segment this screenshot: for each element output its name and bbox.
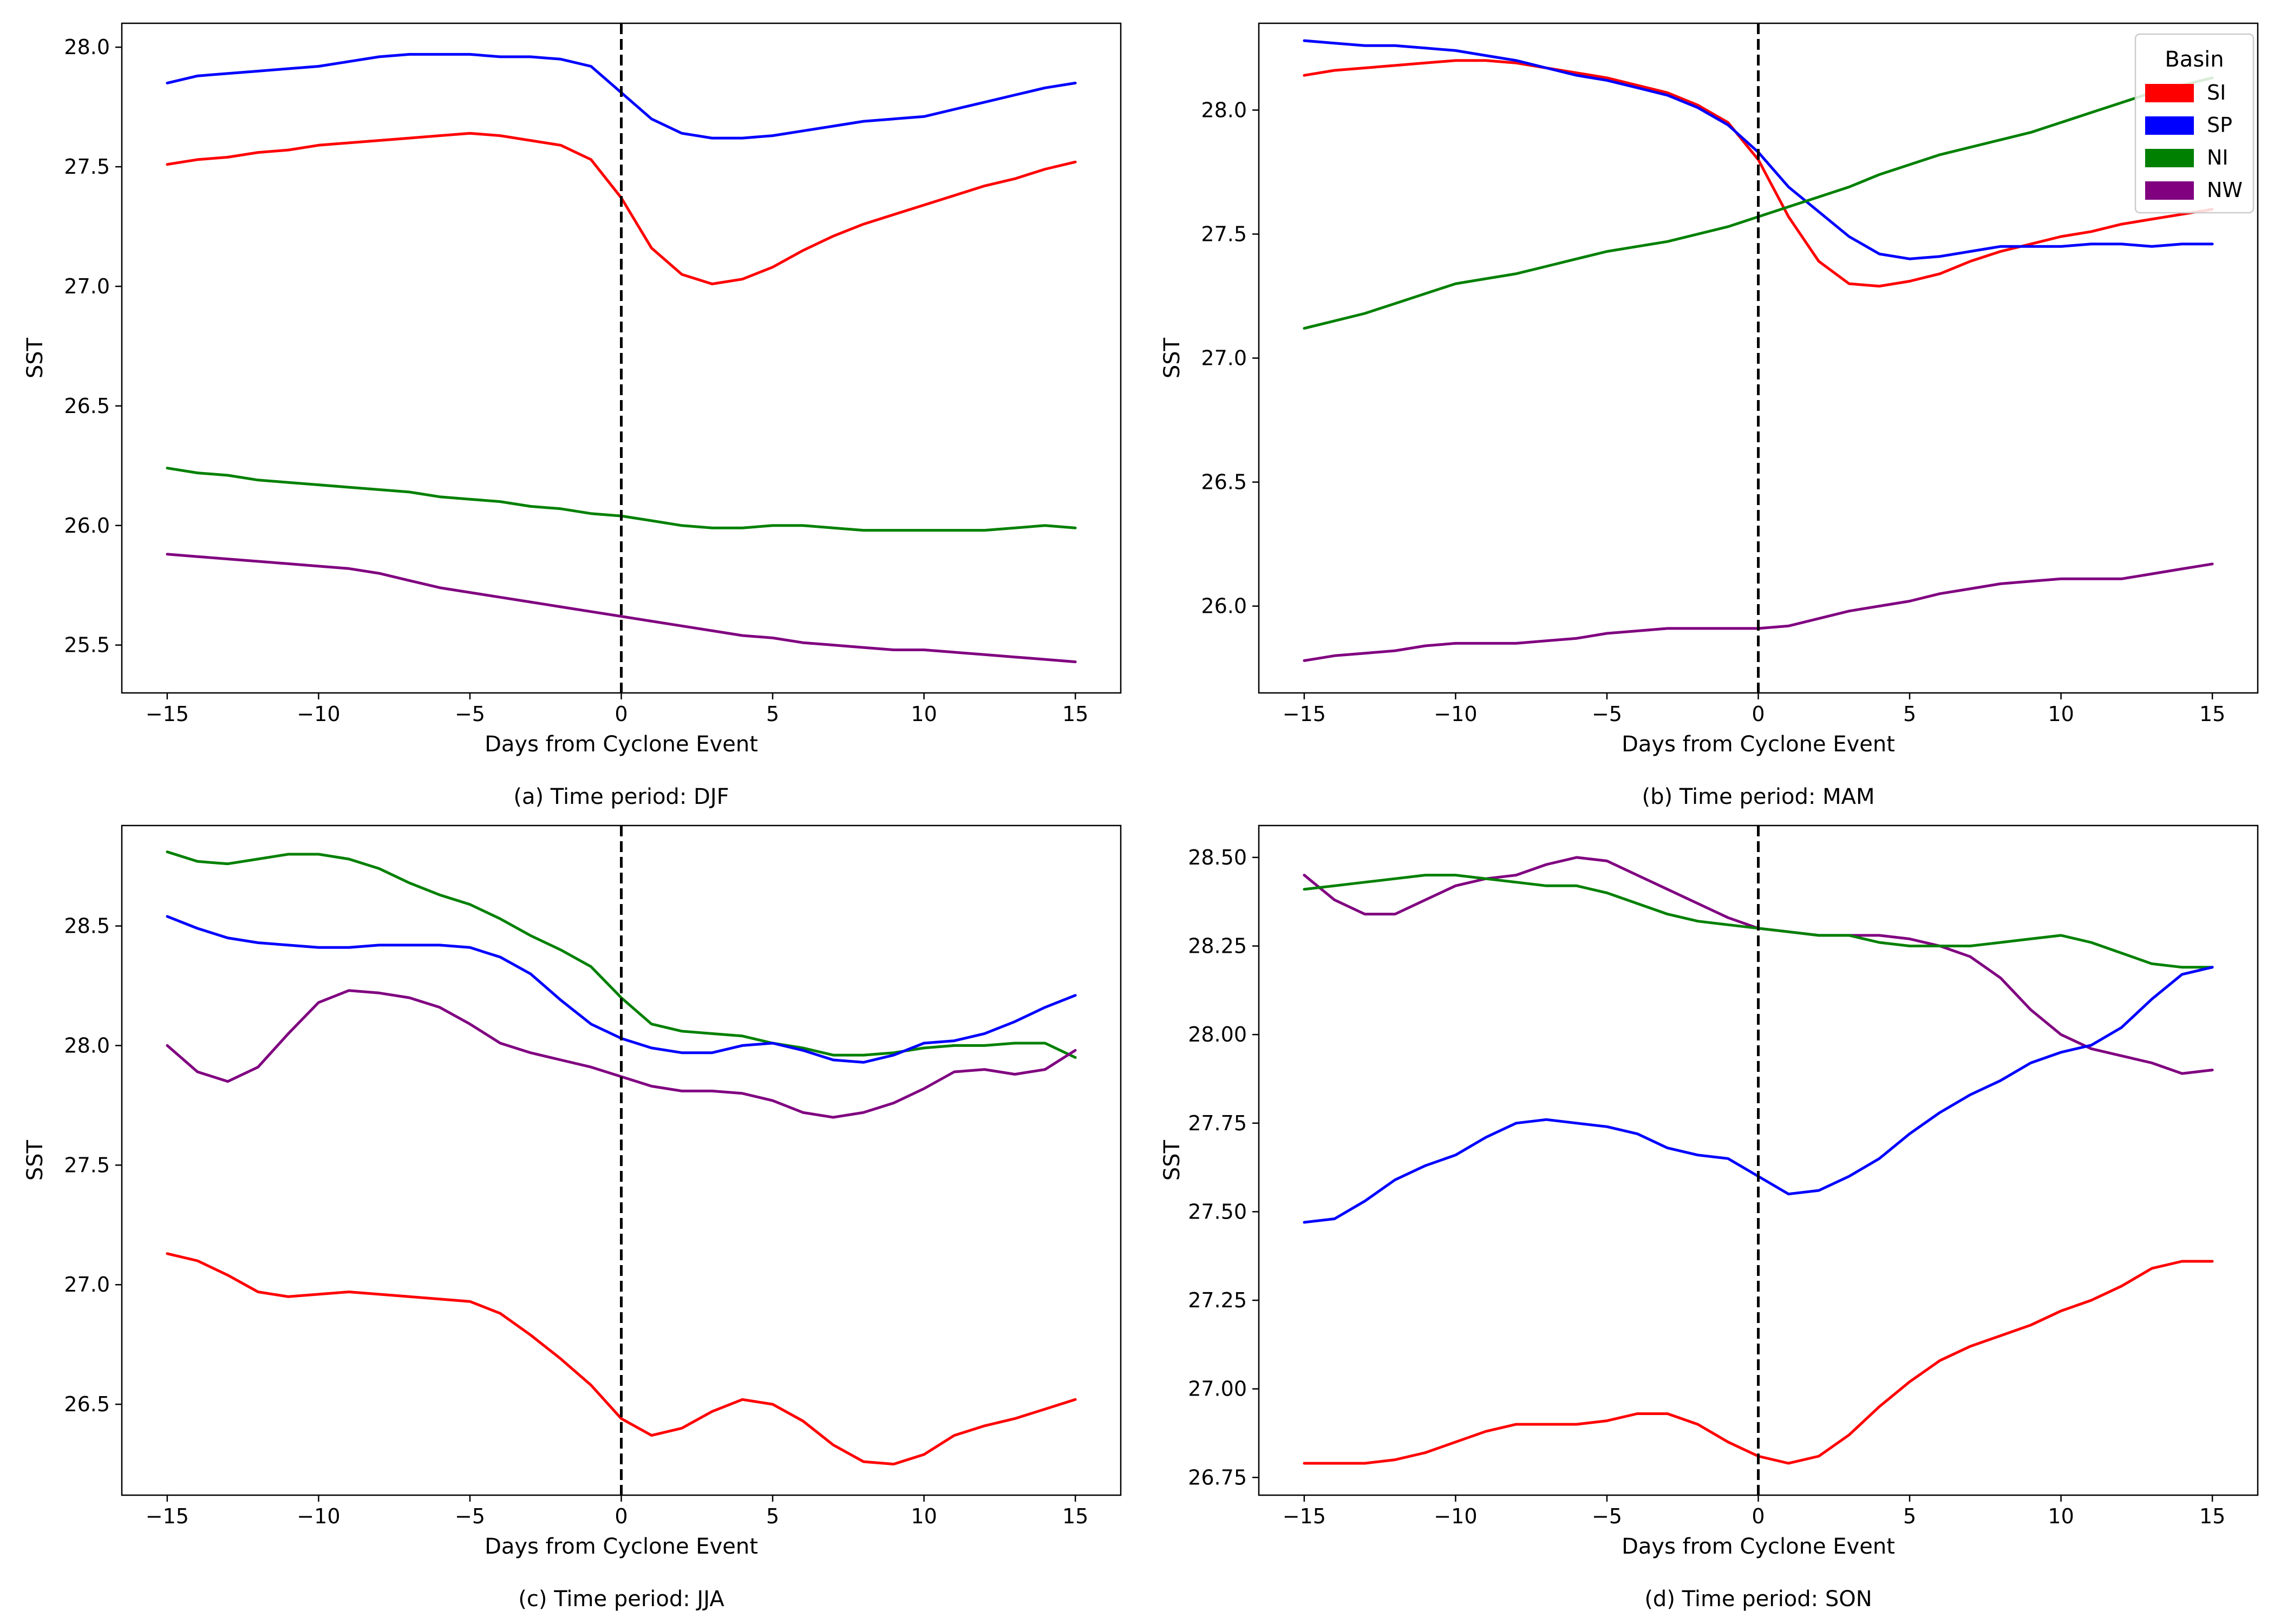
legend-label-nw: NW — [2207, 178, 2243, 202]
series-line-ni — [166, 850, 1077, 1059]
y-tick-label: 26.0 — [64, 514, 110, 538]
chart-panel-2: −15 −10 −5 0 5 10 15 26.0 26.5 27.0 27.5 28.0 Days f… — [1160, 22, 2259, 809]
panel-caption: (b) Time period: MAM — [1642, 784, 1875, 809]
legend-label-si: SI — [2207, 81, 2226, 104]
chart-panel-4: −15 −10 −5 0 5 10 15 26.75 27.00 27.25 27.50 27.75 2… — [1160, 824, 2259, 1612]
legend-swatch-ni — [2145, 149, 2194, 167]
y-tick-label: 28.0 — [1201, 98, 1247, 122]
x-tick-label: −10 — [297, 702, 340, 726]
y-tick-label: 27.0 — [1201, 346, 1247, 370]
legend-swatch-sp — [2145, 116, 2194, 135]
x-tick-label: 0 — [615, 1504, 628, 1528]
y-tick-label: 28.00 — [1188, 1023, 1247, 1046]
panel-caption: (c) Time period: JJA — [518, 1587, 724, 1612]
x-tick-label: −5 — [1592, 1504, 1622, 1528]
x-tick-label: −15 — [1283, 702, 1326, 726]
x-tick-label: −5 — [1592, 702, 1622, 726]
legend-swatch-si — [2145, 84, 2194, 102]
x-axis-label: Days from Cyclone Event — [1622, 1534, 1895, 1559]
chart-panel-1: −15 −10 −5 0 5 10 15 25.5 26.0 26.5 27.0 27.5 28.0 Da… — [23, 22, 1122, 809]
x-tick-label: −5 — [455, 1504, 485, 1528]
series-line-nw — [166, 989, 1077, 1119]
y-tick-label: 26.5 — [64, 394, 110, 418]
x-tick-label: 5 — [766, 702, 779, 726]
x-tick-label: 5 — [1903, 1504, 1916, 1528]
y-tick-label: 27.0 — [64, 1273, 110, 1296]
x-tick-label: 5 — [1903, 702, 1916, 726]
legend-label-ni: NI — [2207, 146, 2229, 169]
x-tick-label: 10 — [911, 1504, 937, 1528]
x-tick-label: 15 — [1062, 1504, 1088, 1528]
y-axis-label: SST — [23, 337, 48, 378]
x-tick-label: 0 — [1752, 1504, 1765, 1528]
y-tick-label: 27.25 — [1188, 1288, 1247, 1312]
y-tick-label: 27.50 — [1188, 1200, 1247, 1223]
series-line-nw — [166, 553, 1077, 664]
y-tick-label: 28.0 — [64, 1033, 110, 1057]
y-axis-label: SST — [1160, 337, 1185, 378]
x-tick-label: 15 — [1062, 702, 1088, 726]
y-tick-label: 26.75 — [1188, 1465, 1247, 1489]
x-axis-label: Days from Cyclone Event — [485, 732, 758, 757]
x-axis-label: Days from Cyclone Event — [485, 1534, 758, 1559]
legend-title: Basin — [2165, 47, 2224, 72]
x-axis-label: Days from Cyclone Event — [1622, 732, 1895, 757]
x-tick-label: −15 — [146, 1504, 189, 1528]
y-tick-label: 28.25 — [1188, 934, 1247, 958]
panel-caption: (d) Time period: SON — [1644, 1587, 1872, 1612]
x-tick-label: −15 — [146, 702, 189, 726]
y-tick-label: 27.75 — [1188, 1111, 1247, 1135]
y-tick-label: 28.0 — [64, 35, 110, 59]
chart-panel-3: −15 −10 −5 0 5 10 15 26.5 27.0 27.5 28.0 28.5 Days f… — [23, 824, 1122, 1612]
y-tick-label: 25.5 — [64, 633, 110, 657]
x-tick-label: −10 — [297, 1504, 340, 1528]
x-tick-label: 5 — [766, 1504, 779, 1528]
legend-swatch-nw — [2145, 181, 2194, 200]
y-tick-label: 27.5 — [64, 1153, 110, 1177]
y-tick-label: 27.0 — [64, 274, 110, 298]
x-tick-label: −10 — [1434, 702, 1477, 726]
legend-box — [2134, 33, 2255, 214]
x-tick-label: 15 — [2199, 1504, 2225, 1528]
x-tick-label: 15 — [2199, 702, 2225, 726]
panel-caption: (a) Time period: DJF — [513, 784, 729, 809]
x-tick-label: 0 — [615, 702, 628, 726]
x-tick-label: −10 — [1434, 1504, 1477, 1528]
y-tick-label: 26.5 — [1201, 470, 1247, 494]
y-tick-label: 28.5 — [64, 914, 110, 938]
legend: Basin SI SP NI NW — [2134, 33, 2255, 214]
x-tick-label: −15 — [1283, 1504, 1326, 1528]
x-tick-label: 0 — [1752, 702, 1765, 726]
x-tick-label: 10 — [2048, 702, 2074, 726]
x-tick-label: −5 — [455, 702, 485, 726]
y-tick-label: 26.0 — [1201, 594, 1247, 618]
x-tick-label: 10 — [911, 702, 937, 726]
y-tick-label: 27.00 — [1188, 1377, 1247, 1401]
y-tick-label: 26.5 — [64, 1392, 110, 1416]
legend-label-sp: SP — [2207, 113, 2232, 137]
y-tick-label: 27.5 — [64, 155, 110, 179]
series-line-si — [166, 1252, 1077, 1466]
x-tick-label: 10 — [2048, 1504, 2074, 1528]
y-axis-label: SST — [23, 1140, 48, 1181]
y-axis-label: SST — [1160, 1140, 1185, 1181]
y-tick-label: 28.50 — [1188, 846, 1247, 869]
y-tick-label: 27.5 — [1201, 222, 1247, 246]
